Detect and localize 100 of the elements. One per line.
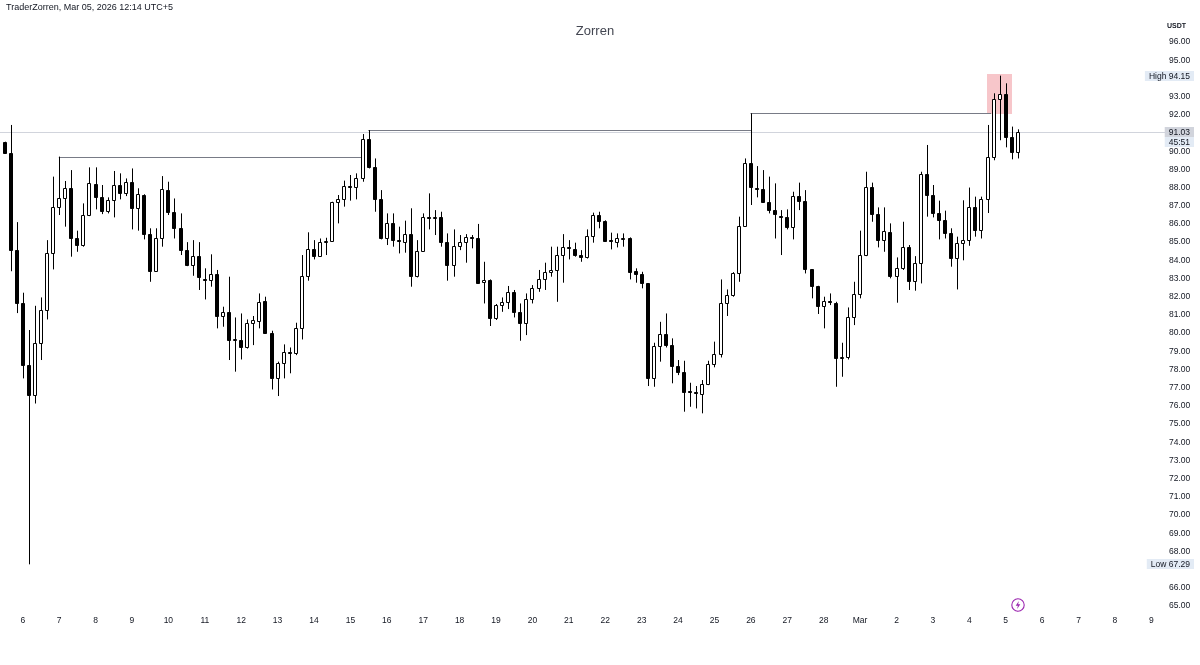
x-tick-label: 9	[129, 615, 135, 626]
candlestick	[986, 124, 990, 214]
candlestick	[907, 244, 911, 291]
annotation: Low 67.29	[1150, 558, 1191, 569]
candlestick	[306, 231, 310, 282]
x-tick-label: 19	[491, 615, 502, 626]
candlestick	[354, 172, 358, 200]
candlestick	[901, 221, 905, 271]
candlestick	[464, 233, 468, 264]
candlestick	[209, 253, 213, 288]
candlestick	[452, 228, 456, 278]
candlestick	[767, 176, 771, 214]
text: TraderZorren, Mar 05, 2026 12:14 UTC+5	[6, 2, 173, 13]
y-tick-label: 83.00	[1169, 272, 1191, 283]
candlestick	[45, 239, 49, 320]
candlestick	[852, 281, 856, 326]
x-tick-label: 10	[163, 615, 174, 626]
candlestick	[136, 187, 140, 232]
x-tick-label: 9	[1148, 615, 1154, 626]
x-tick-label: 3	[930, 615, 936, 626]
x-tick-label: Mar	[852, 615, 868, 626]
candlestick	[537, 269, 541, 293]
candlestick	[876, 206, 880, 248]
candlestick	[257, 292, 261, 329]
candlestick	[21, 292, 25, 379]
candlestick	[197, 241, 201, 291]
candlestick	[288, 346, 292, 374]
y-tick-label: 92.00	[1169, 109, 1191, 120]
candlestick	[100, 184, 104, 215]
candlestick	[555, 246, 559, 303]
candlestick	[773, 182, 777, 239]
candlestick	[409, 207, 413, 288]
y-tick-label: 72.00	[1169, 472, 1191, 483]
candlestick	[148, 227, 152, 283]
candlestick	[39, 296, 43, 361]
candlestick	[937, 200, 941, 240]
candlestick	[506, 285, 510, 310]
x-tick-label: 7	[1076, 615, 1082, 626]
candlestick	[822, 296, 826, 329]
candlestick	[973, 196, 977, 238]
candlestick	[864, 171, 868, 257]
candlestick	[840, 342, 844, 378]
candlestick	[895, 256, 899, 304]
candlestick	[621, 232, 625, 248]
candlestick	[348, 174, 352, 202]
candlestick	[233, 316, 237, 373]
x-tick-label: 11	[200, 615, 210, 626]
candlestick	[403, 220, 407, 254]
y-tick-label: 80.00	[1169, 327, 1191, 338]
candlestick	[445, 232, 449, 282]
candlestick	[15, 221, 19, 314]
candlestick	[512, 289, 516, 318]
candlestick	[967, 187, 971, 247]
candlestick	[518, 302, 522, 342]
candlestick	[118, 172, 122, 200]
candlestick	[725, 288, 729, 317]
x-tick-label: 20	[527, 615, 538, 626]
candlestick	[130, 167, 134, 230]
candlestick	[488, 278, 492, 327]
candlestick	[1016, 128, 1020, 159]
candlestick	[379, 189, 383, 240]
candlestick	[888, 222, 892, 279]
y-tick-label: 75.00	[1169, 418, 1191, 429]
candlestick	[75, 230, 79, 253]
candlestick	[251, 315, 255, 346]
y-tick-label: 69.00	[1169, 527, 1191, 538]
candlestick	[191, 239, 195, 277]
x-tick-label: 7	[56, 615, 62, 626]
candlestick	[361, 133, 365, 183]
candlestick	[27, 329, 31, 565]
candlestick	[367, 129, 371, 169]
x-tick-label: 25	[709, 615, 720, 626]
candlestick	[397, 226, 401, 254]
x-tick-label: 16	[382, 615, 392, 626]
candlestick	[172, 197, 176, 239]
y-tick-label: 73.00	[1169, 454, 1191, 465]
candlestick	[749, 112, 753, 206]
candlestick	[63, 180, 67, 228]
candlestick	[731, 271, 735, 298]
y-tick-label: 86.00	[1169, 218, 1191, 229]
candlestick	[154, 227, 158, 273]
candlestick	[342, 180, 346, 208]
y-tick-label: 88.00	[1169, 181, 1191, 192]
candlestick	[949, 227, 953, 268]
candlestick	[719, 278, 723, 358]
candlestick	[755, 165, 759, 198]
y-tick-label: 82.00	[1169, 291, 1191, 302]
candlestick	[433, 209, 437, 236]
candlestick	[373, 157, 377, 213]
candlestick	[961, 199, 965, 261]
candlestick	[943, 210, 947, 239]
candlestick	[263, 296, 267, 334]
candlestick	[112, 170, 116, 218]
candlestick	[9, 124, 13, 272]
candlestick	[998, 75, 1002, 141]
candlestick	[694, 385, 698, 409]
y-tick-label: 95.00	[1169, 54, 1191, 65]
candlestick	[482, 261, 486, 304]
y-tick-label: 81.00	[1169, 309, 1191, 320]
candlestick	[33, 305, 37, 405]
